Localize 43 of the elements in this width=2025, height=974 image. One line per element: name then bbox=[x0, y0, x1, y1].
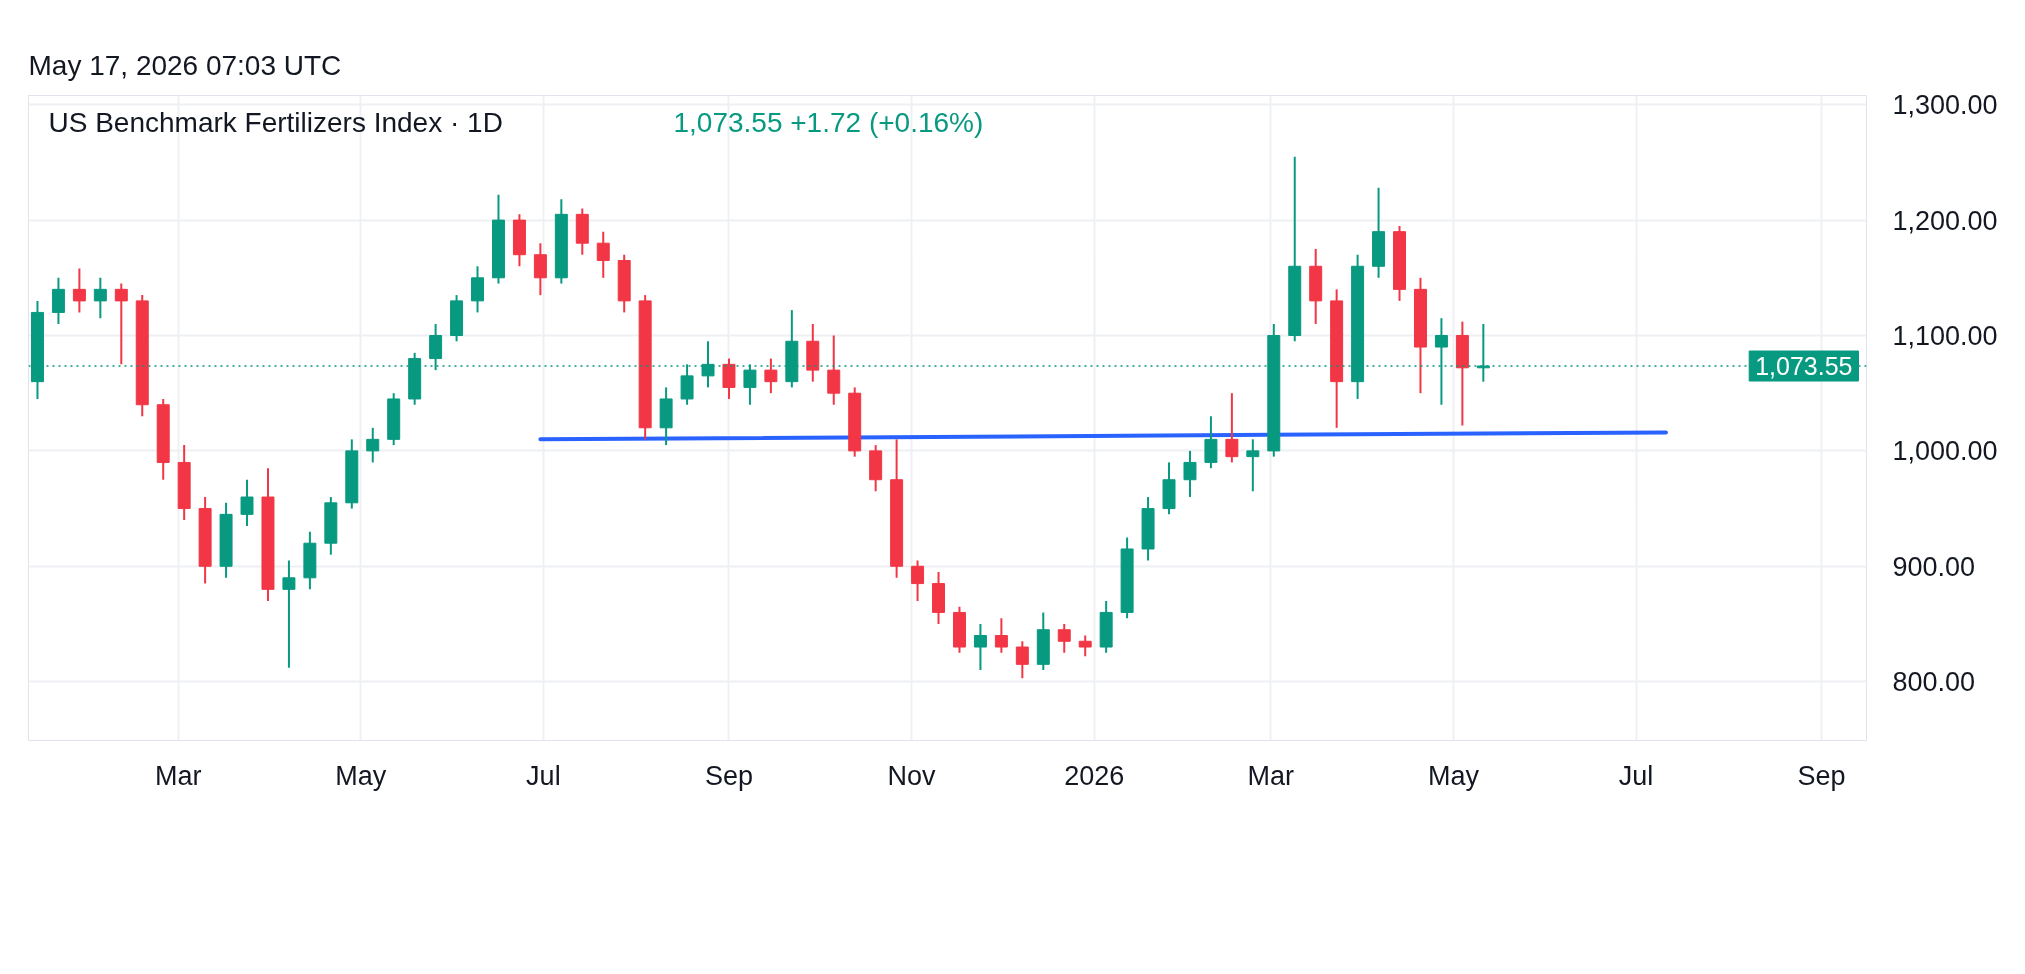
candlestick bbox=[51, 276, 65, 325]
candlestick bbox=[1204, 415, 1218, 470]
text: May 17, 2026 07:03 UTC bbox=[28, 49, 342, 81]
candlestick bbox=[282, 559, 296, 669]
candlestick bbox=[764, 357, 778, 395]
candlestick bbox=[722, 357, 736, 400]
x-tick-label: Sep bbox=[1797, 760, 1846, 791]
candlestick bbox=[1225, 392, 1239, 464]
candlestick bbox=[973, 622, 987, 672]
chart-title: US Benchmark Fertilizers Index · 1D bbox=[48, 106, 503, 138]
candlestick bbox=[366, 426, 380, 464]
candlestick bbox=[1246, 438, 1260, 493]
x-tick-label: Mar bbox=[154, 760, 202, 791]
candlestick bbox=[1183, 449, 1197, 499]
x-tick-label: Jul bbox=[526, 760, 561, 791]
candlestick bbox=[596, 230, 610, 279]
annotation: 1,073.55 +1.72 (+0.16%) bbox=[673, 106, 984, 138]
candlestick bbox=[72, 267, 86, 314]
x-tick-label: Jul bbox=[1618, 760, 1654, 791]
candlestick bbox=[114, 282, 128, 366]
candlestick bbox=[240, 478, 254, 527]
y-tick-label: 800.00 bbox=[1892, 667, 1976, 698]
candlestick bbox=[1015, 640, 1029, 680]
candlestick bbox=[471, 265, 485, 314]
y-tick-label: 1,200.00 bbox=[1892, 205, 1998, 236]
x-tick-label: 2026 bbox=[1064, 760, 1125, 791]
candlestick bbox=[827, 334, 841, 406]
x-tick-label: Nov bbox=[887, 760, 937, 791]
y-tick-label: 1,100.00 bbox=[1892, 321, 1998, 351]
ref-line-label: 1,073.55 bbox=[1755, 352, 1853, 381]
y-tick-label: 1,000.00 bbox=[1892, 436, 1998, 467]
candlestick bbox=[994, 617, 1008, 654]
x-tick-label: May bbox=[335, 760, 387, 791]
y-tick-label: 1,300.00 bbox=[1892, 90, 1998, 121]
candlestick bbox=[911, 559, 925, 602]
candlestick bbox=[93, 276, 107, 320]
candlestick bbox=[1057, 622, 1071, 654]
x-tick-label: May bbox=[1427, 760, 1480, 791]
y-tick-label: 900.00 bbox=[1892, 551, 1976, 582]
x-tick-label: Sep bbox=[704, 760, 753, 791]
candlestick bbox=[533, 242, 547, 297]
x-tick-label: Mar bbox=[1247, 760, 1295, 791]
candlestick bbox=[1078, 634, 1092, 658]
